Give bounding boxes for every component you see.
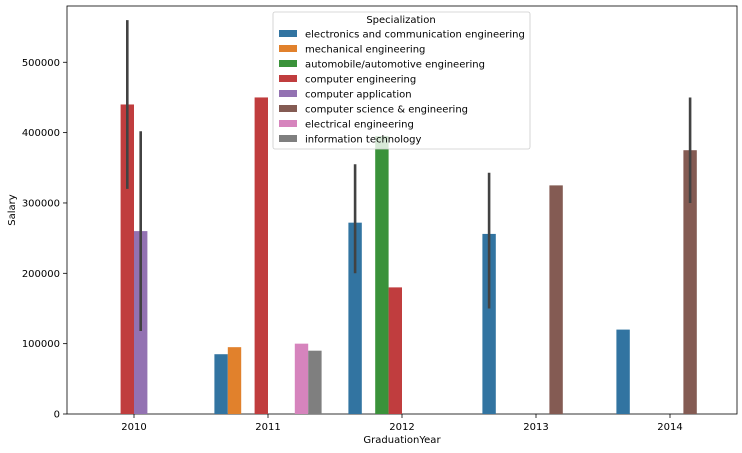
bar <box>616 329 630 414</box>
legend-entry: computer engineering <box>305 75 416 86</box>
y-axis-label: Salary <box>7 194 18 225</box>
legend-swatch <box>279 60 297 67</box>
legend: Specialization electronics and communica… <box>272 11 531 150</box>
legend-entry: automobile/automotive engineering <box>305 60 485 71</box>
bar <box>120 104 134 414</box>
error-bars-group <box>126 20 692 331</box>
legend-swatch <box>279 45 297 52</box>
bar <box>482 233 496 414</box>
x-tick-label: 2012 <box>389 422 414 433</box>
y-tick-label: 0 <box>54 410 60 421</box>
y-tick-label: 500000 <box>22 58 60 69</box>
legend-swatch <box>279 135 297 142</box>
y-axis: 0 100000 200000 300000 400000 500000 <box>22 58 67 421</box>
legend-title: Specialization <box>366 15 435 26</box>
bar <box>348 222 362 414</box>
bar <box>214 354 228 414</box>
x-tick-label: 2013 <box>523 422 548 433</box>
legend-swatch <box>279 90 297 97</box>
bar <box>388 287 402 414</box>
bars-group <box>120 97 697 414</box>
legend-entry: electrical engineering <box>305 120 414 131</box>
legend-entry: computer science & engineering <box>305 105 468 116</box>
legend-entry: information technology <box>305 135 422 146</box>
bar <box>294 343 309 414</box>
x-tick-label: 2011 <box>255 422 280 433</box>
legend-entry: electronics and communication engineerin… <box>305 30 525 41</box>
bar <box>375 136 389 414</box>
legend-items: electronics and communication engineerin… <box>279 30 525 146</box>
y-tick-label: 100000 <box>22 339 60 350</box>
x-tick-label: 2014 <box>657 422 682 433</box>
bar <box>549 185 563 414</box>
legend-entry: computer application <box>305 90 412 101</box>
legend-entry: mechanical engineering <box>305 45 425 56</box>
x-axis-label: GraduationYear <box>363 435 441 446</box>
bar <box>683 150 697 414</box>
legend-swatch <box>279 120 297 127</box>
bar <box>308 350 322 414</box>
x-tick-label: 2010 <box>121 422 146 433</box>
bar <box>227 347 242 414</box>
bar <box>254 97 268 414</box>
legend-swatch <box>279 30 297 37</box>
y-tick-label: 300000 <box>22 198 60 209</box>
x-axis: 2010 2011 2012 2013 2014 <box>121 414 683 433</box>
y-tick-label: 200000 <box>22 269 60 280</box>
legend-frame <box>272 11 531 150</box>
legend-swatch <box>279 75 297 82</box>
legend-swatch <box>279 105 297 112</box>
y-tick-label: 400000 <box>22 128 60 139</box>
